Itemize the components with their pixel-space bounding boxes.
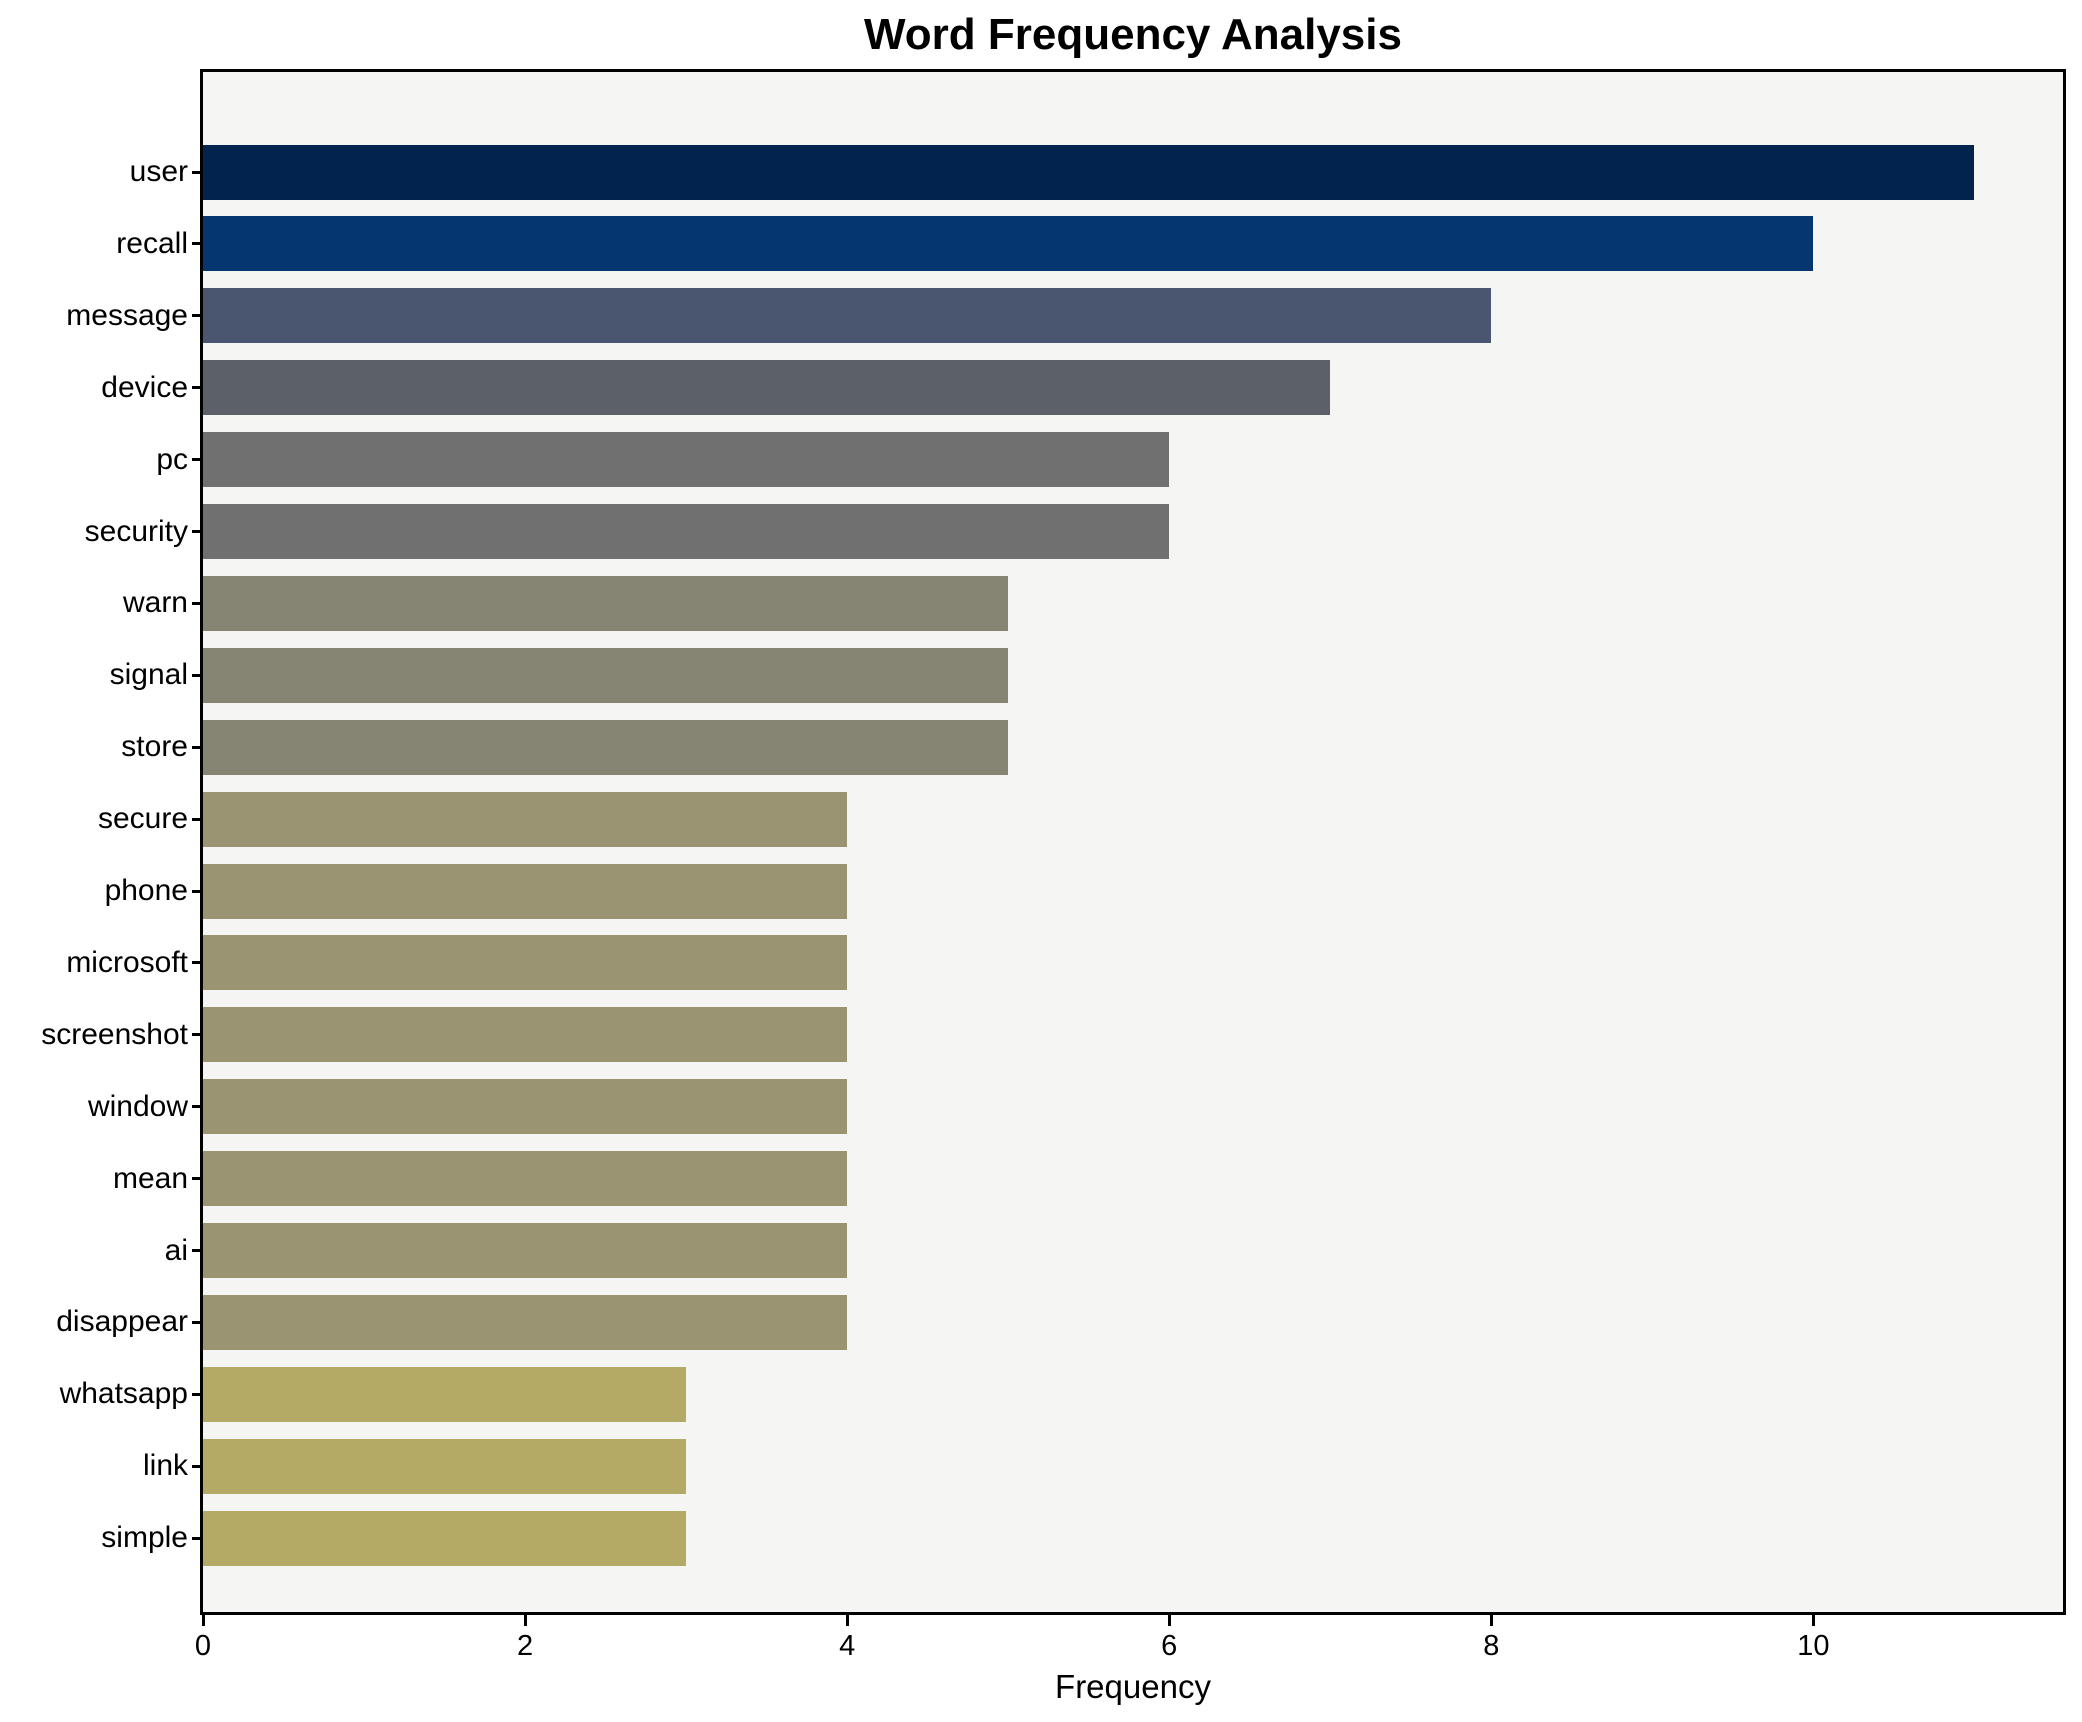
x-tick-label-0: 0 xyxy=(194,1630,212,1662)
x-tick-10 xyxy=(1811,1615,1815,1626)
y-label-window: window xyxy=(87,1089,188,1123)
x-axis-label: Frequency xyxy=(1055,1668,1211,1705)
x-tick-label-4: 4 xyxy=(839,1630,856,1662)
y-tick-secure xyxy=(192,817,203,821)
y-tick-store xyxy=(192,745,203,749)
y-label-mean: mean xyxy=(112,1161,188,1195)
y-label-pc: pc xyxy=(156,442,188,476)
x-tick-0 xyxy=(201,1615,205,1626)
bar-disappear xyxy=(203,1294,848,1350)
bar-recall xyxy=(203,216,1814,272)
bar-pc xyxy=(203,432,1170,488)
bar-simple xyxy=(203,1510,687,1566)
y-label-device: device xyxy=(101,370,188,404)
y-label-user: user xyxy=(129,155,188,188)
bar-signal xyxy=(203,647,1009,703)
bar-device xyxy=(203,360,1331,416)
x-tick-label-6: 6 xyxy=(1161,1630,1178,1662)
y-label-signal: signal xyxy=(109,658,188,692)
x-tick-label-10: 10 xyxy=(1797,1630,1830,1662)
y-label-warn: warn xyxy=(122,586,188,620)
y-tick-screenshot xyxy=(192,1033,203,1037)
x-tick-4 xyxy=(845,1615,849,1626)
y-tick-mean xyxy=(192,1177,203,1181)
y-label-screenshot: screenshot xyxy=(41,1017,188,1051)
bar-warn xyxy=(203,575,1009,631)
x-tick-label-2: 2 xyxy=(516,1630,534,1662)
y-label-phone: phone xyxy=(104,874,188,907)
y-tick-whatsapp xyxy=(192,1392,203,1396)
bar-store xyxy=(203,719,1009,775)
bar-ai xyxy=(203,1223,848,1278)
chart-title: Word Frequency Analysis xyxy=(864,10,1402,59)
y-tick-pc xyxy=(192,458,203,462)
y-tick-window xyxy=(192,1105,203,1109)
y-label-store: store xyxy=(121,730,188,764)
y-label-microsoft: microsoft xyxy=(66,945,188,979)
bar-message xyxy=(203,288,1492,344)
bar-link xyxy=(203,1438,687,1494)
x-tick-6 xyxy=(1167,1615,1171,1626)
y-tick-device xyxy=(192,386,203,390)
y-label-message: message xyxy=(66,298,188,332)
bar-security xyxy=(203,504,1170,559)
y-label-link: link xyxy=(142,1449,188,1483)
bar-phone xyxy=(203,863,848,919)
bar-screenshot xyxy=(203,1007,848,1063)
y-tick-signal xyxy=(192,673,203,677)
y-label-simple: simple xyxy=(101,1521,188,1555)
y-tick-link xyxy=(192,1464,203,1468)
y-label-recall: recall xyxy=(116,226,188,260)
bar-whatsapp xyxy=(203,1366,687,1422)
x-tick-label-8: 8 xyxy=(1483,1630,1500,1662)
y-label-security: security xyxy=(84,514,188,548)
bar-mean xyxy=(203,1151,848,1207)
bar-user xyxy=(203,144,1975,200)
plot-area xyxy=(200,69,2066,1615)
bar-window xyxy=(203,1079,848,1135)
y-tick-disappear xyxy=(192,1320,203,1324)
y-tick-microsoft xyxy=(192,961,203,965)
y-tick-phone xyxy=(192,889,203,893)
x-tick-2 xyxy=(523,1615,527,1626)
y-tick-ai xyxy=(192,1249,203,1252)
y-label-whatsapp: whatsapp xyxy=(59,1377,188,1411)
y-tick-warn xyxy=(192,601,203,605)
y-tick-user xyxy=(192,170,203,174)
y-tick-simple xyxy=(192,1536,203,1540)
x-tick-8 xyxy=(1489,1615,1493,1626)
y-tick-security xyxy=(192,530,203,533)
y-label-ai: ai xyxy=(164,1233,188,1267)
y-tick-message xyxy=(192,314,203,318)
y-label-secure: secure xyxy=(97,802,188,836)
bar-microsoft xyxy=(203,935,848,991)
y-tick-recall xyxy=(192,242,203,246)
bar-secure xyxy=(203,791,848,847)
y-label-disappear: disappear xyxy=(56,1305,188,1339)
